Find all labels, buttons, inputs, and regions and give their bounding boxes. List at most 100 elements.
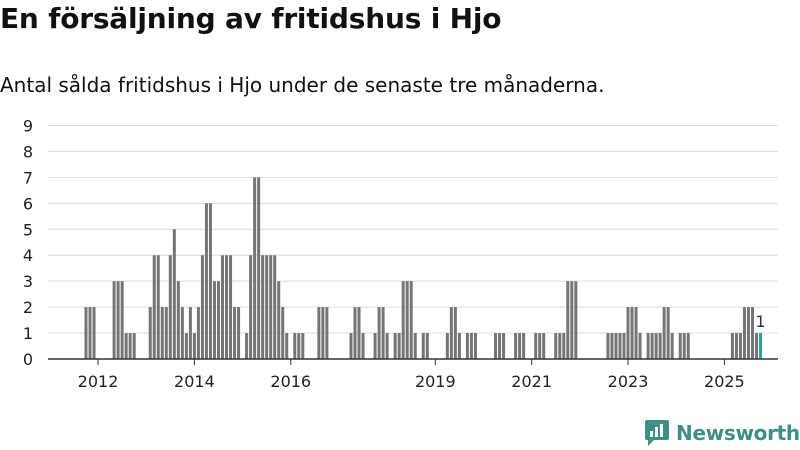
bar	[678, 333, 682, 359]
x-tick-label: 2021	[511, 372, 552, 391]
bar	[514, 333, 518, 359]
bar	[738, 333, 742, 359]
bar	[265, 255, 269, 359]
bar	[425, 333, 429, 359]
bar	[670, 333, 674, 359]
bar	[321, 307, 325, 359]
bar	[542, 333, 546, 359]
bar	[730, 333, 734, 359]
bar	[734, 333, 738, 359]
bar	[453, 307, 457, 359]
bar	[120, 281, 124, 359]
bar	[686, 333, 690, 359]
x-tick-label: 2019	[415, 372, 456, 391]
bar	[413, 333, 417, 359]
bar	[662, 307, 666, 359]
bar	[257, 177, 261, 359]
bar	[682, 333, 686, 359]
bar	[742, 307, 746, 359]
bar	[465, 333, 469, 359]
bar	[84, 307, 88, 359]
bar	[261, 255, 265, 359]
bar	[538, 333, 542, 359]
bar	[349, 333, 353, 359]
bar	[361, 333, 365, 359]
bar	[176, 281, 180, 359]
bar	[245, 333, 249, 359]
bar	[285, 333, 289, 359]
bar	[269, 255, 273, 359]
bar	[409, 281, 413, 359]
y-tick-label: 8	[23, 142, 33, 161]
bar	[317, 307, 321, 359]
bar	[180, 307, 184, 359]
bar-highlight	[759, 333, 763, 359]
bar	[124, 333, 128, 359]
bar	[522, 333, 526, 359]
bar	[630, 307, 634, 359]
bar	[301, 333, 305, 359]
bar	[225, 255, 229, 359]
bar	[112, 281, 116, 359]
bar	[638, 333, 642, 359]
bar	[216, 281, 220, 359]
chart-title: En försäljning av fritidshus i Hjo	[0, 2, 502, 35]
bar	[208, 203, 212, 359]
bar	[325, 307, 329, 359]
bar	[421, 333, 425, 359]
x-tick-label: 2023	[608, 372, 649, 391]
bar-chart: 0 1 2 3 4 5 6 7 8 9 1 2012 2014 2016 2019 2021 2023 2025	[23, 117, 778, 391]
bar	[746, 307, 750, 359]
bar	[172, 229, 176, 359]
bar	[168, 255, 172, 359]
bar	[92, 307, 96, 359]
bar	[353, 307, 357, 359]
bar	[445, 333, 449, 359]
bar	[666, 307, 670, 359]
bar	[558, 333, 562, 359]
bar	[377, 307, 381, 359]
bar	[128, 333, 132, 359]
bar	[184, 333, 188, 359]
x-tick-label: 2014	[174, 372, 215, 391]
bar	[457, 333, 461, 359]
bar	[626, 307, 630, 359]
bar	[469, 333, 473, 359]
bar	[88, 307, 92, 359]
bar	[401, 281, 405, 359]
bar	[449, 307, 453, 359]
bar	[229, 255, 233, 359]
bar	[554, 333, 558, 359]
bar	[562, 333, 566, 359]
bar	[381, 307, 385, 359]
bar	[473, 333, 477, 359]
bar	[397, 333, 401, 359]
bar	[297, 333, 301, 359]
bar	[393, 333, 397, 359]
bar	[164, 307, 168, 359]
bar	[373, 333, 377, 359]
bar	[148, 307, 152, 359]
bar	[200, 255, 204, 359]
bar	[498, 333, 502, 359]
bar	[570, 281, 574, 359]
chart-subtitle: Antal sålda fritidshus i Hjo under de se…	[0, 73, 605, 97]
bar	[156, 255, 160, 359]
bar	[204, 203, 208, 359]
bar	[385, 333, 389, 359]
bar	[606, 333, 610, 359]
bar	[273, 255, 277, 359]
bar	[755, 333, 758, 359]
bar	[518, 333, 522, 359]
bar	[574, 281, 578, 359]
y-tick-label: 6	[23, 194, 33, 213]
bar	[152, 255, 156, 359]
bar	[494, 333, 498, 359]
brand-name: Newsworthy	[676, 421, 800, 445]
bar	[650, 333, 654, 359]
bar	[237, 307, 241, 359]
bar	[221, 255, 225, 359]
bar	[233, 307, 237, 359]
highlight-value-label: 1	[755, 312, 765, 331]
bar	[750, 307, 754, 359]
